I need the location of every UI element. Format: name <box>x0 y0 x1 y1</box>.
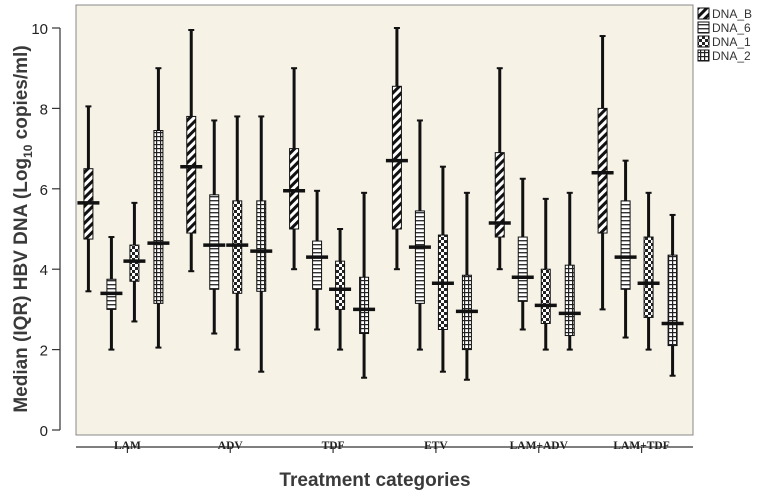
box-DNA_1-LAM+TDF <box>637 191 660 351</box>
box-iqr <box>391 85 402 230</box>
box-iqr <box>414 210 425 304</box>
x-tick-label: ETV <box>424 440 448 452</box>
box-DNA_B-LAM+ADV <box>488 67 511 271</box>
box-iqr <box>209 194 220 290</box>
plot-area <box>75 4 694 436</box>
x-tick-label: LAM+ADV <box>510 440 569 452</box>
box-DNA_1-ADV <box>226 115 249 351</box>
x-tick-label: TDF <box>322 440 345 452</box>
box-DNA_B-TDF <box>283 67 306 271</box>
box-layer <box>77 27 684 381</box>
x-tick-label: LAM <box>114 440 141 452</box>
box-DNA_B-LAM <box>77 105 100 293</box>
box-iqr <box>129 244 140 282</box>
box-iqr <box>153 130 164 304</box>
box-DNA_B-ADV <box>180 29 203 273</box>
legend-label-DNA_B: DNA_B <box>712 7 752 21</box>
box-DNA_2-LAM <box>147 67 170 349</box>
box-iqr <box>494 152 505 238</box>
box-DNA_2-LAM+ADV <box>558 191 581 351</box>
box-DNA_2-LAM+TDF <box>661 213 684 377</box>
legend-label-DNA_6: DNA_6 <box>712 21 751 35</box>
x-axis: LAM ADV TDF ETV LAM+ADV LAM+TDF <box>76 440 693 453</box>
y-tick-label: 4 <box>40 262 48 279</box>
box-DNA_1-ETV <box>431 165 454 373</box>
box-iqr <box>597 107 608 234</box>
y-tick-label: 0 <box>40 423 48 440</box>
box-iqr <box>620 200 631 290</box>
box-iqr <box>564 264 575 337</box>
box-iqr <box>289 148 300 230</box>
box-DNA_1-TDF <box>329 228 352 351</box>
box-DNA_6-LAM+ADV <box>511 177 534 331</box>
box-iqr <box>232 200 243 294</box>
legend-swatch-DNA_B <box>697 7 710 20</box>
box-DNA_1-LAM+ADV <box>534 197 557 351</box>
y-tick-label: 2 <box>40 343 48 360</box>
box-DNA_1-LAM <box>123 201 146 323</box>
legend-label-DNA_2: DNA_2 <box>712 49 751 63</box>
x-axis-title: Treatment categories <box>279 470 471 491</box>
legend-swatch-DNA_6 <box>697 21 710 34</box>
box-DNA_6-TDF <box>306 189 329 331</box>
box-iqr <box>540 268 551 324</box>
y-axis: 0 2 4 6 8 10 <box>31 21 61 440</box>
box-iqr <box>312 240 323 290</box>
box-iqr <box>335 260 346 310</box>
x-tick-label: ADV <box>218 440 244 452</box>
box-DNA_6-ADV <box>203 119 226 335</box>
y-tick-label: 10 <box>31 21 48 38</box>
box-iqr <box>517 236 528 302</box>
box-iqr <box>359 276 370 335</box>
box-DNA_2-ETV <box>455 191 478 381</box>
box-DNA_2-TDF <box>353 191 376 379</box>
box-iqr <box>256 200 267 292</box>
box-DNA_B-LAM+TDF <box>591 35 614 311</box>
y-tick-label: 8 <box>40 101 48 118</box>
box-DNA_2-ADV <box>250 115 273 373</box>
legend-swatch-DNA_1 <box>697 35 710 48</box>
box-DNA_6-ETV <box>408 119 431 351</box>
box-DNA_6-LAM <box>100 236 123 351</box>
box-iqr <box>643 236 654 318</box>
x-tick-label: LAM+TDF <box>613 440 669 452</box>
y-tick-label: 6 <box>40 182 48 199</box>
y-axis-title: Median (IQR) HBV DNA (Log10 copies/ml) <box>11 45 35 413</box>
legend-label-DNA_1: DNA_1 <box>712 35 751 49</box>
box-DNA_B-ETV <box>385 27 408 271</box>
box-DNA_6-LAM+TDF <box>614 159 637 339</box>
legend-swatch-DNA_2 <box>697 49 710 62</box>
box-iqr <box>667 254 678 347</box>
box-iqr <box>186 115 197 234</box>
